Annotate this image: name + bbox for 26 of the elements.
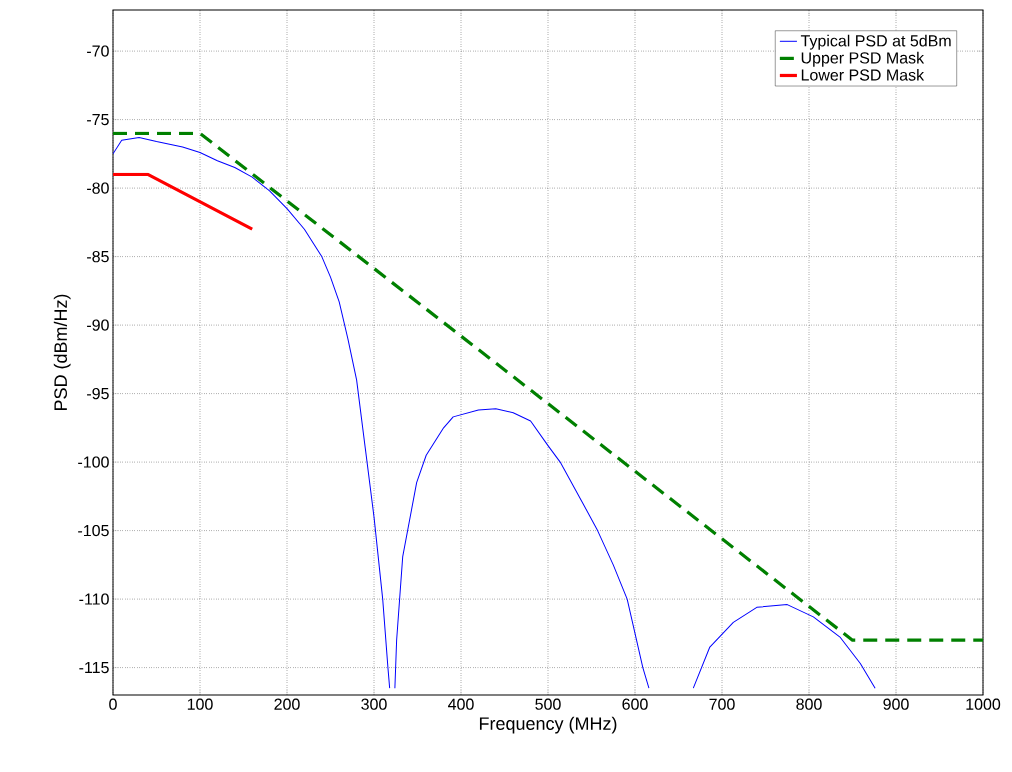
legend-label: Upper PSD Mask (801, 51, 925, 67)
x-tick-label: 300 (361, 698, 387, 710)
x-tick-label: 900 (883, 698, 909, 710)
x-tick-label: 800 (796, 698, 822, 710)
x-tick-label: 0 (109, 698, 117, 710)
y-tick-label: -115 (79, 662, 109, 674)
y-tick-label: -85 (87, 250, 109, 263)
x-tick-label: 700 (709, 698, 735, 710)
y-tick-label: -100 (78, 456, 109, 468)
y-tick-label: -75 (87, 114, 109, 126)
x-tick-label: 500 (535, 698, 561, 710)
x-tick-label: 1000 (966, 698, 1001, 710)
y-axis-title: PSD (dBm/Hz) (53, 294, 71, 411)
y-tick-label: -105 (78, 524, 109, 537)
legend-label: Lower PSD Mask (801, 68, 925, 81)
legend-label: Typical PSD at 5dBm (800, 34, 951, 50)
y-tick-label: -70 (87, 45, 109, 57)
x-tick-label: 200 (274, 698, 300, 710)
x-tick-label: 100 (187, 698, 213, 710)
x-axis-title: Frequency (MHz) (479, 716, 617, 734)
x-tick-label: 600 (622, 698, 648, 710)
y-tick-label: -110 (79, 593, 109, 605)
y-tick-label: -95 (87, 387, 109, 400)
x-tick-label: 400 (448, 698, 474, 710)
y-tick-label: -80 (87, 182, 109, 194)
y-tick-label: -90 (87, 319, 109, 331)
